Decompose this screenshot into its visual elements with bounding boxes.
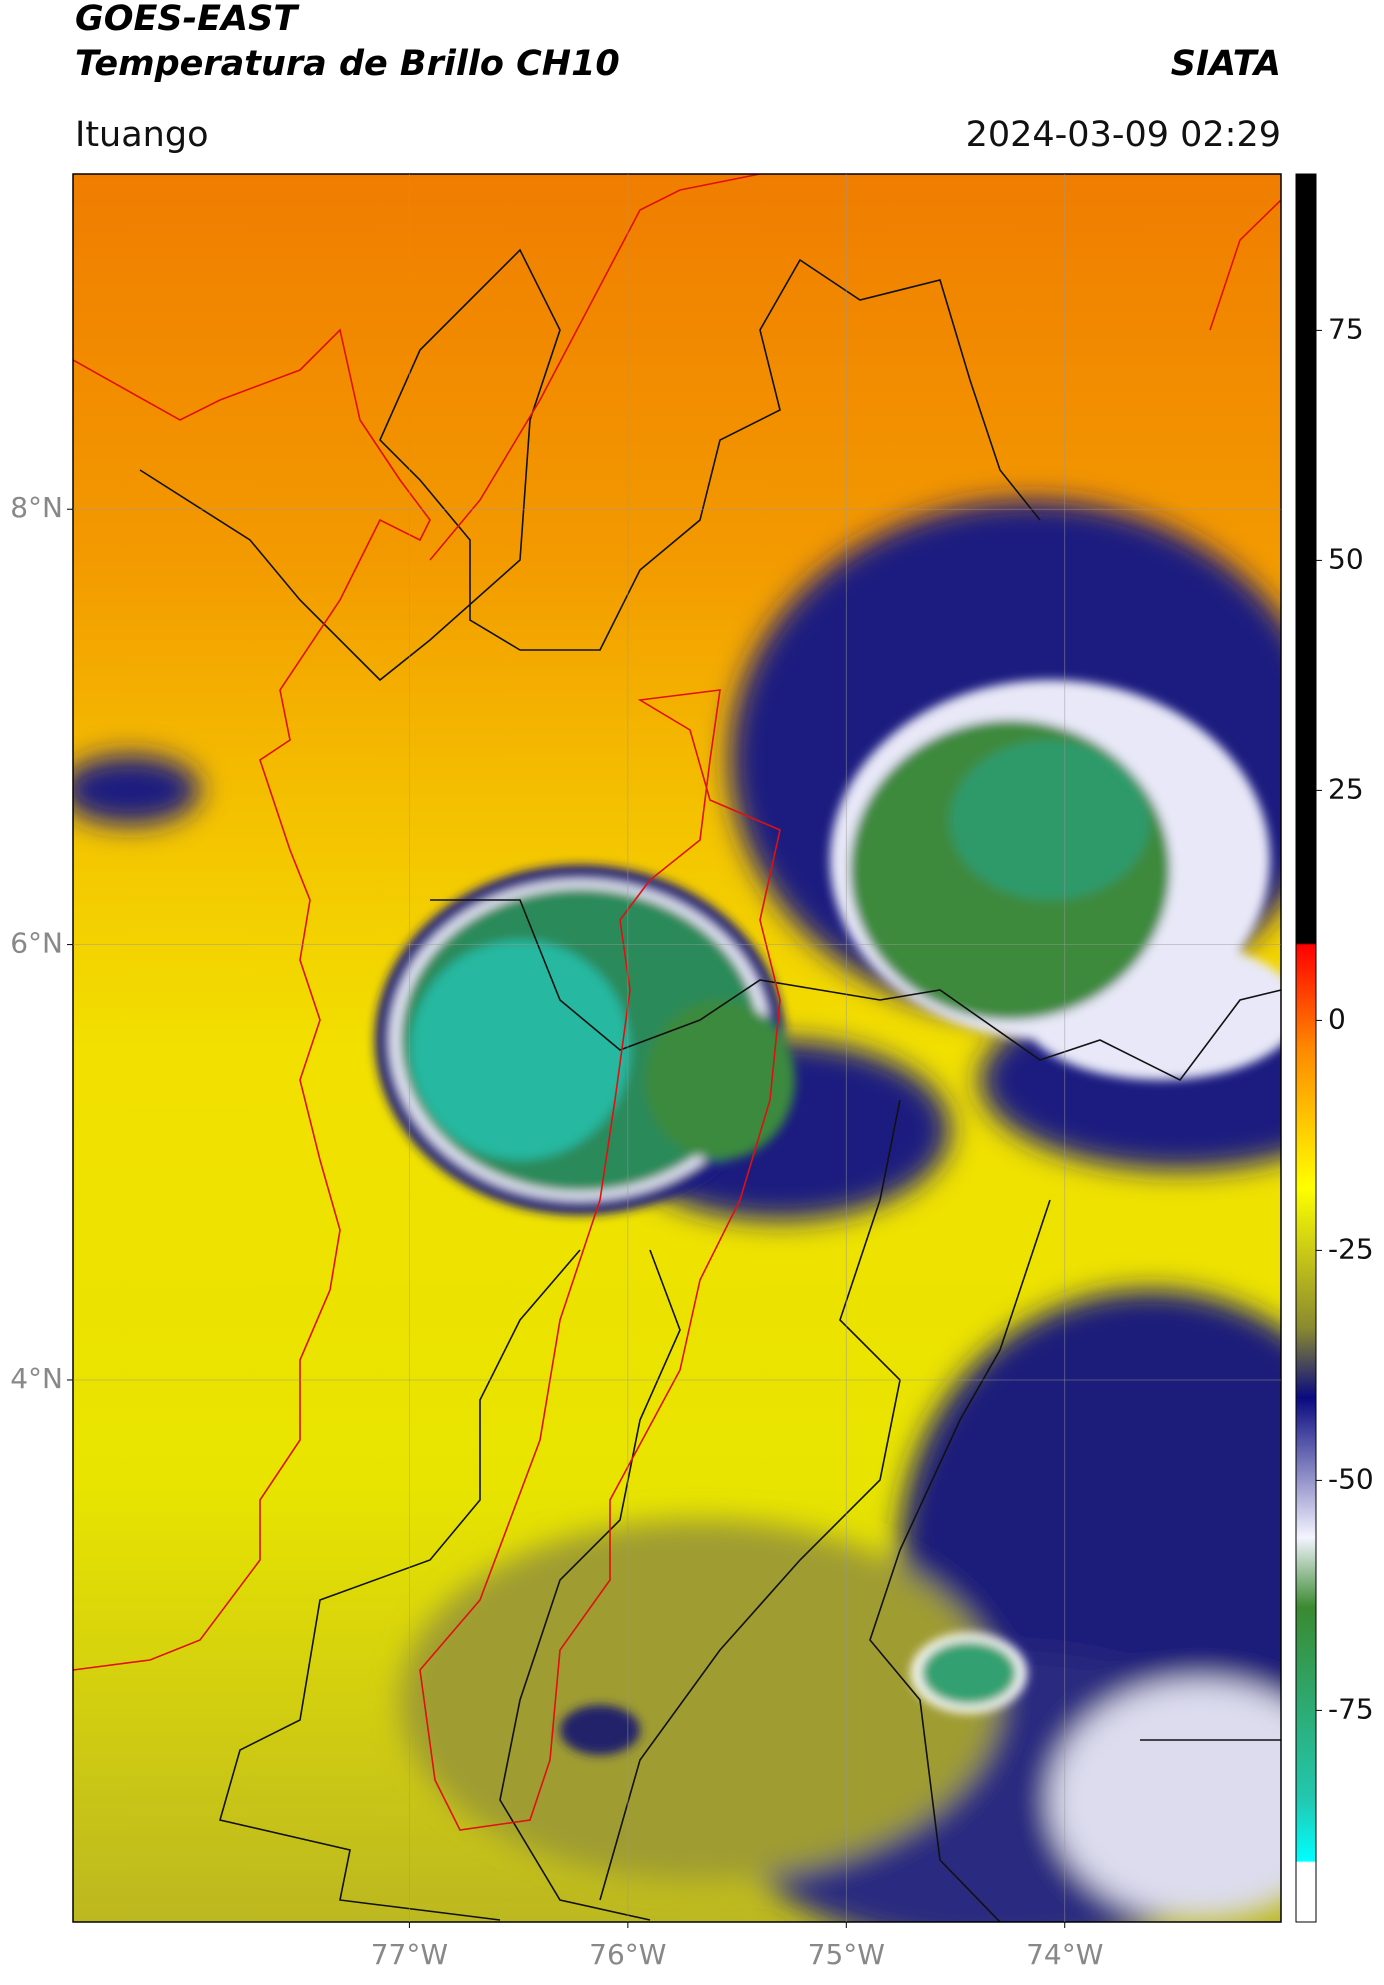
lat-tick-label: 6°N bbox=[10, 927, 63, 960]
region: Ituango bbox=[75, 115, 209, 155]
colorbar bbox=[1295, 173, 1317, 1923]
datetime: 2024-03-09 02:29 bbox=[966, 115, 1281, 155]
colorbar-tick-label: 75 bbox=[1328, 312, 1364, 345]
lon-tick-label: 74°W bbox=[1026, 1938, 1103, 1971]
lat-tick-label: 8°N bbox=[10, 491, 63, 524]
map-imagery bbox=[73, 174, 1281, 1922]
lon-tick-label: 77°W bbox=[371, 1938, 448, 1971]
lon-tick-label: 76°W bbox=[589, 1938, 666, 1971]
colorbar-tick-label: 50 bbox=[1328, 542, 1364, 575]
lon-tick-label: 75°W bbox=[808, 1938, 885, 1971]
map-frame bbox=[72, 173, 1282, 1923]
colorbar-tick-label: -50 bbox=[1328, 1462, 1374, 1495]
product: Temperatura de Brillo CH10 bbox=[75, 44, 620, 84]
satellite: GOES-EAST bbox=[75, 0, 300, 39]
colorbar-tick-label: 25 bbox=[1328, 772, 1364, 805]
lat-tick-label: 4°N bbox=[10, 1362, 63, 1395]
colorbar-tick-label: -25 bbox=[1328, 1232, 1374, 1265]
colorbar-tick-label: 0 bbox=[1328, 1002, 1346, 1035]
org: SIATA bbox=[1171, 44, 1281, 84]
colorbar-tick-label: -75 bbox=[1328, 1692, 1374, 1725]
